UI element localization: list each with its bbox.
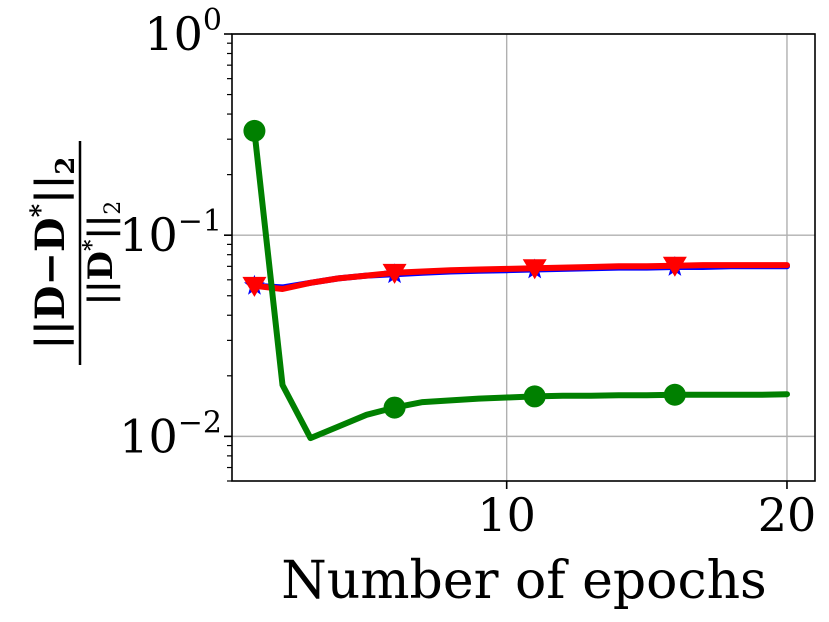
series-line [251, 262, 790, 292]
ticks: 10 20 100 10−1 10−2 [119, 3, 816, 542]
series-0 [244, 256, 790, 295]
y-tick-label: 100 [144, 3, 222, 61]
data-point [663, 383, 686, 406]
y-tick-label: 10−1 [119, 204, 222, 262]
data-point [383, 396, 406, 419]
plot-frame [231, 33, 816, 482]
data-point [243, 119, 266, 142]
series-line [251, 127, 790, 442]
x-tick-label: 20 [758, 488, 817, 542]
x-tick-label: 10 [477, 488, 536, 542]
series-2 [243, 119, 790, 442]
data-point [242, 276, 267, 297]
grid [232, 33, 815, 481]
ylabel-numerator: ||D−D*||2 [26, 157, 81, 350]
series-layer [242, 119, 790, 442]
x-axis-label: Number of epochs [281, 551, 767, 611]
series-1 [242, 256, 790, 297]
data-point [522, 259, 547, 280]
data-point [662, 256, 687, 277]
y-tick-label: 10−2 [119, 405, 222, 463]
data-point [523, 385, 546, 408]
data-point [382, 263, 407, 284]
ylabel-denominator: ||D*||2 [79, 201, 126, 306]
y-axis-label: ||D−D*||2 ||D*||2 [26, 141, 126, 365]
